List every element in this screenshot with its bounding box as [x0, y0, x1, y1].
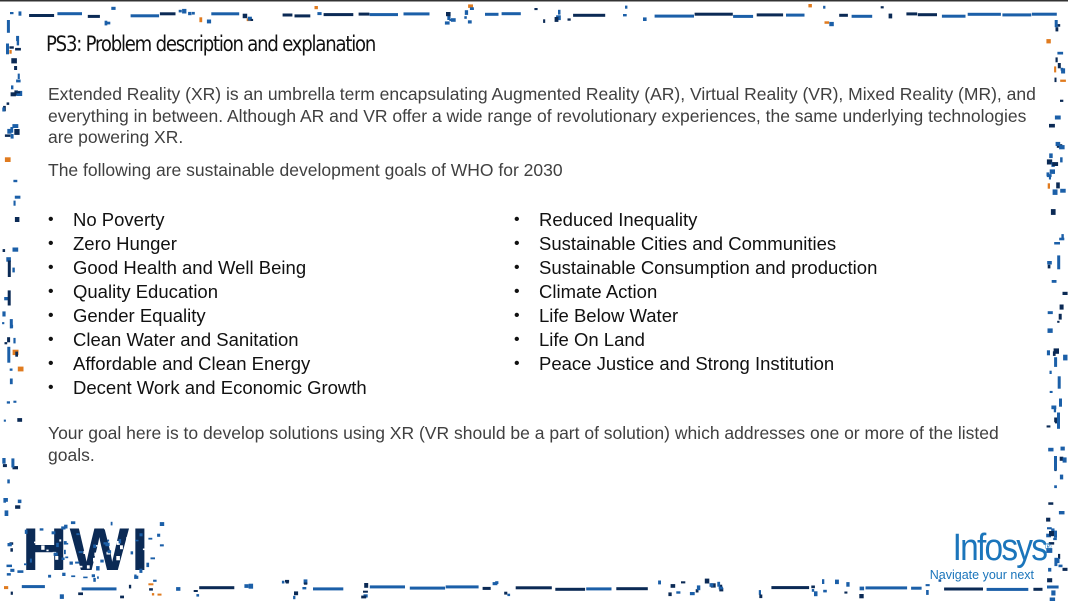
goal-label: Sustainable Consumption and production	[539, 257, 878, 278]
goal-label: Quality Education	[73, 281, 219, 302]
goals-list-right: • Reduced Inequality • Sustainable Cities a…	[514, 208, 877, 376]
infosys-wordmark-text: Infosys	[952, 527, 1047, 569]
bullet-marker: •	[48, 307, 54, 324]
goal-item: • No Poverty	[48, 208, 367, 232]
goal-item: • Affordable and Clean Energy	[48, 352, 367, 376]
goal-label: Zero Hunger	[73, 233, 177, 254]
bullet-marker: •	[48, 379, 54, 396]
hwi-pixel-icon	[24, 521, 165, 582]
goal-item: • Life On Land	[514, 328, 877, 352]
goal-item: • Zero Hunger	[48, 232, 367, 256]
bullet-marker: •	[514, 283, 520, 300]
goal-item: • Life Below Water	[514, 304, 877, 328]
hwi-logo: HWI	[22, 520, 172, 592]
goal-label: Reduced Inequality	[539, 209, 698, 230]
goal-item: • Sustainable Consumption and production	[514, 256, 877, 280]
bullet-marker: •	[48, 211, 54, 228]
goal-item: • Sustainable Cities and Communities	[514, 232, 877, 256]
goal-label: Good Health and Well Being	[73, 257, 307, 278]
bullet-marker: •	[514, 355, 520, 372]
goal-label: Sustainable Cities and Communities	[539, 233, 837, 254]
bullet-marker: •	[514, 235, 520, 252]
goal-item: • Reduced Inequality	[514, 208, 877, 232]
goal-item: • Peace Justice and Strong Institution	[514, 352, 877, 376]
goal-label: Life Below Water	[539, 305, 679, 326]
bullet-marker: •	[514, 259, 520, 276]
bullet-marker: •	[48, 355, 54, 372]
bullet-marker: •	[514, 331, 520, 348]
bullet-marker: •	[48, 235, 54, 252]
goal-item: • Decent Work and Economic Growth	[48, 376, 367, 400]
goal-label: No Poverty	[73, 209, 165, 230]
goal-label: Affordable and Clean Energy	[73, 353, 311, 374]
intro-paragraph: Extended Reality (XR) is an umbrella ter…	[48, 84, 1036, 147]
registered-mark: ®	[1044, 542, 1052, 553]
goal-label: Gender Equality	[73, 305, 206, 326]
goal-item: • Quality Education	[48, 280, 367, 304]
bullet-marker: •	[48, 331, 54, 348]
goal-item: • Good Health and Well Being	[48, 256, 367, 280]
infosys-wordmark: Infosys ®	[944, 527, 1051, 569]
bullet-marker: •	[514, 211, 520, 228]
goal-item: • Climate Action	[514, 280, 877, 304]
page-title: PS3: Problem description and explanation	[46, 32, 376, 56]
goal-item: • Gender Equality	[48, 304, 367, 328]
infosys-tagline: Navigate your next	[929, 568, 1034, 582]
bullet-marker: •	[514, 307, 520, 324]
infosys-logo: Infosys ® Navigate your next	[929, 527, 1052, 582]
goal-label: Climate Action	[539, 281, 658, 302]
goal-label: Peace Justice and Strong Institution	[539, 353, 835, 374]
closing-paragraph: Your goal here is to develop solutions u…	[48, 423, 999, 465]
goals-intro: The following are sustainable developmen…	[48, 160, 563, 180]
goals-list-left: • No Poverty • Zero Hunger • Good Health and …	[48, 208, 367, 400]
goal-item: • Clean Water and Sanitation	[48, 328, 367, 352]
bullet-marker: •	[48, 283, 54, 300]
goal-label: Life On Land	[539, 329, 645, 350]
bullet-marker: •	[48, 259, 54, 276]
goal-label: Clean Water and Sanitation	[73, 329, 299, 350]
goal-label: Decent Work and Economic Growth	[73, 377, 367, 398]
